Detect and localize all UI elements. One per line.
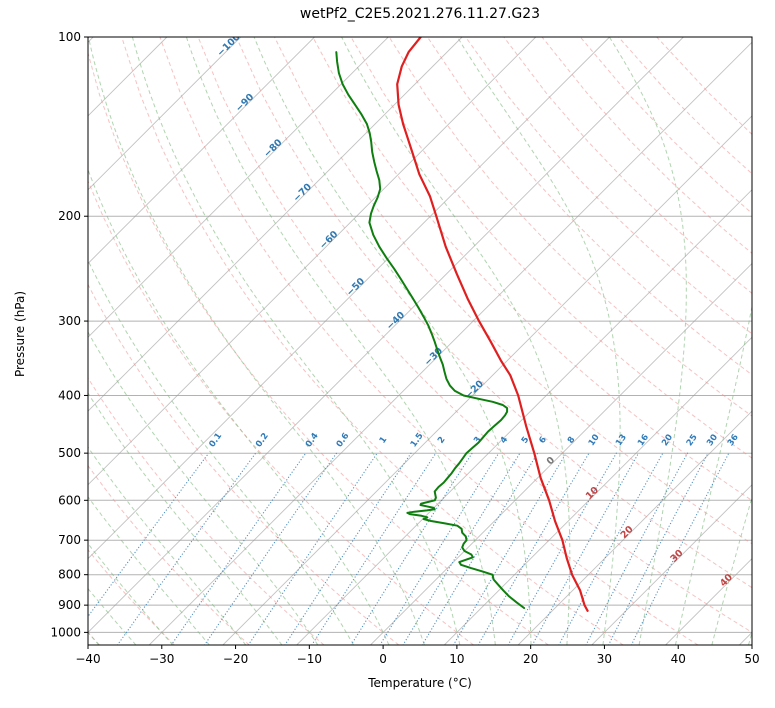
mixing-ratio-label: 16	[636, 433, 651, 448]
x-tick-label: 0	[379, 652, 387, 666]
x-tick-label: −20	[223, 652, 248, 666]
y-tick-label: 900	[58, 598, 81, 612]
mixing-ratio-label: 6	[537, 435, 549, 446]
y-tick-label: 800	[58, 568, 81, 582]
isotherm-label: −50	[344, 276, 367, 299]
isotherm-label: −80	[262, 137, 285, 160]
x-tick-label: 30	[597, 652, 612, 666]
plot-area: 0.1 0.2 0.4 0.6 1 1.5 2 3 4 5 6 8 10 13 16 20 25 30 36−100…	[88, 31, 752, 645]
x-axis-label: Temperature (°C)	[368, 676, 472, 690]
mixing-ratio-label: 0.4	[304, 431, 321, 449]
mixing-ratio-label: 1.5	[409, 431, 426, 449]
y-tick-label: 700	[58, 533, 81, 547]
y-tick-label: 200	[58, 209, 81, 223]
mixing-ratio-label: 20	[660, 433, 675, 448]
mixing-ratio-label: 10	[587, 433, 602, 448]
chart-title: wetPf2_C2E5.2021.276.11.27.G23	[299, 6, 541, 22]
moist-adiabats	[88, 37, 752, 645]
plot-border	[87, 36, 753, 646]
mixing-ratio-label: 5	[520, 435, 532, 446]
x-tick-label: 10	[449, 652, 464, 666]
y-tick-label: 1000	[50, 625, 81, 639]
isotherms	[88, 37, 752, 645]
dry-adiabats	[88, 37, 752, 645]
isotherm-label: −60	[318, 229, 341, 252]
mixing-ratio-label: 13	[614, 433, 629, 448]
isotherm-label: 20	[619, 524, 636, 541]
mixing-ratio-label: 0.6	[335, 431, 352, 449]
isotherm-label: −90	[234, 91, 257, 114]
x-tick-label: 50	[744, 652, 759, 666]
mixing-ratio-label: 2	[436, 435, 448, 446]
temperature-curve	[396, 37, 589, 612]
y-tick-label: 600	[58, 493, 81, 507]
mixing-ratio-label: 0.2	[254, 431, 271, 449]
mixing-ratio-label: 1	[378, 435, 390, 446]
isotherm-label: 30	[668, 547, 685, 564]
x-tick-label: −40	[75, 652, 100, 666]
pressure-gridlines	[88, 37, 752, 633]
y-axis-label: Pressure (hPa)	[13, 290, 27, 378]
x-tick-label: 40	[671, 652, 686, 666]
mixing-ratio-label: 8	[566, 435, 578, 446]
mixing-ratio-label: 4	[499, 435, 511, 446]
isotherm-label: −70	[291, 181, 314, 204]
mixing-ratio-label: 25	[685, 433, 700, 448]
dewpoint-curve	[335, 51, 526, 609]
isotherm-label: 0	[545, 455, 558, 468]
isotherm-label: −100	[215, 31, 243, 59]
y-tick-label: 500	[58, 446, 81, 460]
mixing-ratio-lines	[88, 452, 730, 645]
x-tick-label: 20	[523, 652, 538, 666]
y-tick-label: 100	[58, 30, 81, 44]
y-tick-label: 300	[58, 314, 81, 328]
mixing-ratio-label: 3	[472, 435, 484, 446]
axis-ticks-and-labels: −40 −30 −20 −10 0 10 20 30 40 5010020030040050060…	[50, 30, 759, 666]
mixing-ratio-label: 0.1	[207, 431, 224, 449]
x-tick-label: −10	[297, 652, 322, 666]
isotherm-label: 10	[584, 484, 601, 501]
y-tick-label: 400	[58, 388, 81, 402]
x-tick-label: −30	[149, 652, 174, 666]
